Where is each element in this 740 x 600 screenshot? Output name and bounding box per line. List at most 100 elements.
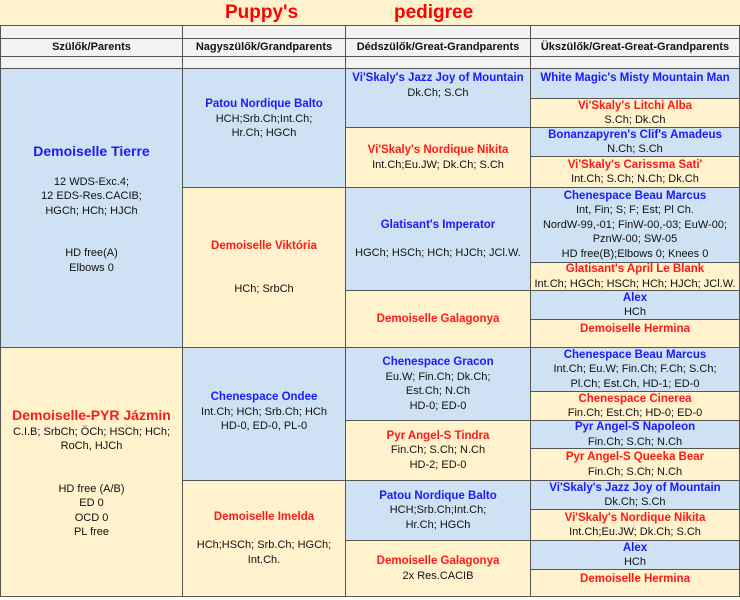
great-grandparent-cell: Glatisant's Imperator HGCh; HSCh; HCh; HJ…: [345, 187, 531, 291]
title-line: Hr.Ch; HGCh: [405, 518, 471, 531]
dog-name: White Magic's Misty Mountain Man: [540, 72, 730, 84]
title-line: Pl.Ch; Est.Ch, HD-1; ED-0: [570, 377, 700, 390]
title-line: Est.Ch; N.Ch: [405, 385, 471, 397]
dog-name: Glatisant's April Le Blank: [565, 263, 705, 275]
great-great-grandparent-cell: Vi'Skaly's Nordique Nikita Int.Ch;Eu.JW; …: [530, 509, 740, 541]
dog-name: Chenespace Gracon: [382, 356, 494, 368]
great-great-grandparent-cell: Demoiselle Hermina: [530, 569, 740, 597]
title-line: 12 WDS-Exc.4;: [53, 175, 130, 188]
title-line: N.Ch; S.Ch: [607, 143, 663, 155]
title-line: S.Ch; Dk.Ch: [604, 114, 666, 126]
great-great-grandparent-cell: Bonanzapyren's Clif's Amadeus N.Ch; S.Ch: [530, 127, 740, 157]
grandparent-cell: Patou Nordique Balto HCH;Srb.Ch;Int.Ch; Hr…: [182, 68, 346, 188]
title-line: C.I.B; SrbCh; ÖCh; HSCh; HCh;: [12, 425, 171, 438]
great-grandparent-cell: Pyr Angel-S Tindra Fin.Ch; S.Ch; N.Ch HD-2…: [345, 420, 531, 481]
title-line: Dk.Ch; S.Ch: [407, 86, 469, 99]
dog-name: Demoiselle Viktória: [211, 240, 317, 252]
great-great-grandparent-cell: Chenespace Cinerea Fin.Ch; Est.Ch; HD-0; …: [530, 391, 740, 421]
title-line: Fin.Ch; S.Ch; N.Ch: [390, 444, 486, 457]
title-line: Fin.Ch; Est.Ch; HD-0; ED-0: [567, 407, 703, 419]
dog-name: Chenespace Ondee: [210, 391, 318, 403]
dog-name: Patou Nordique Balto: [379, 489, 497, 502]
dog-name: Chenespace Beau Marcus: [563, 189, 707, 202]
title-line: RoCh, HJCh: [60, 440, 123, 452]
title-line: Int.Ch;Eu.JW; Dk.Ch; S.Ch: [569, 526, 701, 538]
dog-name: Vi'Skaly's Carissma Sati': [567, 158, 703, 171]
title-line: 2x Res.CACIB: [402, 569, 474, 582]
dog-name: Vi'Skaly's Jazz Joy of Mountain: [549, 481, 721, 494]
dog-name: Demoiselle Galagonya: [376, 555, 500, 567]
grandparent-cell: Demoiselle Imelda HCh;HSCh; Srb.Ch; HGCh;…: [182, 480, 346, 597]
dog-name: Demoiselle Tierre: [33, 142, 150, 159]
dog-name: Demoiselle Hermina: [580, 573, 690, 585]
great-great-grandparent-cell: White Magic's Misty Mountain Man: [530, 68, 740, 99]
dog-name: Chenespace Cinerea: [578, 392, 692, 405]
great-great-grandparent-cell: Chenespace Beau Marcus Int.Ch; Eu.W; Fin.…: [530, 347, 740, 392]
dog-name: Glatisant's Imperator: [380, 218, 496, 231]
title-line: HCH;Srb.Ch;Int.Ch;: [215, 112, 313, 125]
title-line: HCh: [623, 556, 646, 568]
title-line: Int.Ch; Eu.W; Fin.Ch; F.Ch; S.Ch;: [553, 363, 717, 376]
dog-name: Pyr Angel-S Queeka Bear: [565, 451, 705, 463]
great-great-grandparent-cell: Pyr Angel-S Napoleon Fin.Ch; S.Ch; N.Ch: [530, 420, 740, 449]
dog-name: Pyr Angel-S Tindra: [386, 429, 490, 442]
title-line: Eu.W; Fin.Ch; Dk.Ch;: [385, 370, 491, 383]
dog-name: Demoiselle Imelda: [213, 510, 315, 523]
great-great-grandparent-cell: Vi'Skaly's Carissma Sati' Int.Ch; S.Ch; N…: [530, 156, 740, 188]
title-line: NordW-99,-01; FinW-00,-03; EuW-00;: [542, 218, 727, 231]
great-grandparent-cell: Demoiselle Galagonya: [345, 290, 531, 348]
great-great-grandparent-cell: Vi'Skaly's Litchi Alba S.Ch; Dk.Ch: [530, 98, 740, 128]
great-grandparent-cell: Vi'Skaly's Nordique Nikita Int.Ch;Eu.JW; …: [345, 127, 531, 188]
title-line: Elbows 0: [69, 261, 114, 274]
dog-name: Bonanzapyren's Clif's Amadeus: [548, 128, 722, 141]
blank-row-top: [182, 25, 346, 39]
great-grandparent-cell: Chenespace Gracon Eu.W; Fin.Ch; Dk.Ch; Est…: [345, 347, 531, 421]
title-line: HD-0, ED-0, PL-0: [220, 420, 308, 432]
title-line: HD-0; ED-0: [409, 399, 467, 412]
dog-name: Chenespace Beau Marcus: [563, 348, 707, 361]
parent-cell: Demoiselle Tierre 12 WDS-Exc.4; 12 EDS-Res…: [0, 68, 183, 348]
title-word-pedigree: pedigree: [394, 2, 474, 23]
title-line: HD free(B);Elbows 0; Knees 0: [561, 247, 709, 260]
great-great-grandparent-cell: Vi'Skaly's Jazz Joy of Mountain Dk.Ch; S.…: [530, 480, 740, 510]
title-line: HCh; SrbCh: [234, 282, 294, 295]
dog-name: Patou Nordique Balto: [205, 98, 323, 110]
blank-row-top: [530, 25, 740, 39]
column-header: Szülők/Parents: [0, 38, 183, 57]
title-line: Int.Ch.: [247, 553, 281, 566]
dog-name: Alex: [622, 541, 648, 554]
title-line: OCD 0: [74, 511, 109, 524]
column-header: Ükszülők/Great-Great-Grandparents: [530, 38, 740, 57]
title-line: ED 0: [79, 497, 104, 509]
dog-name: Pyr Angel-S Napoleon: [574, 421, 696, 433]
grandparent-cell: Chenespace Ondee Int.Ch; HCh; Srb.Ch; HCh…: [182, 347, 346, 481]
great-great-grandparent-cell: Alex HCh: [530, 540, 740, 570]
title-line: Int.Ch;Eu.JW; Dk.Ch; S.Ch: [372, 158, 504, 171]
title-line: HD free (A/B): [58, 482, 125, 495]
dog-name: Demoiselle-PYR Jázmin: [12, 406, 171, 423]
title-line: Int.Ch; HGCh; HSCh; HCh; HJCh; JCl.W.: [534, 277, 736, 290]
column-header: Nagyszülők/Grandparents: [182, 38, 346, 57]
title-line: 12 EDS-Res.CACIB;: [41, 190, 142, 203]
title-line: Hr.Ch; HGCh: [231, 127, 297, 139]
dog-name: Alex: [622, 291, 648, 304]
column-header: Dédszülők/Great-Grandparents: [345, 38, 531, 57]
title-line: Fin.Ch; S.Ch; N.Ch: [587, 465, 683, 478]
dog-name: Vi'Skaly's Nordique Nikita: [564, 511, 706, 524]
blank-row-top: [345, 25, 531, 39]
title-line: PL free: [73, 526, 110, 538]
title-line: HCh;HSCh; Srb.Ch; HGCh;: [196, 539, 332, 552]
dog-name: Vi'Skaly's Litchi Alba: [577, 99, 693, 112]
great-grandparent-cell: Vi'Skaly's Jazz Joy of Mountain Dk.Ch; S.…: [345, 68, 531, 128]
blank-row-top: [0, 25, 183, 39]
grandparent-cell: Demoiselle Viktória HCh; SrbCh: [182, 187, 346, 348]
great-great-grandparent-cell: Pyr Angel-S Queeka Bear Fin.Ch; S.Ch; N.C…: [530, 448, 740, 481]
dog-name: Demoiselle Galagonya: [376, 312, 500, 325]
title-line: HGCh; HSCh; HCh; HJCh; JCl.W.: [355, 247, 521, 259]
great-great-grandparent-cell: Demoiselle Hermina: [530, 319, 740, 348]
title-line: HD free(A): [65, 247, 118, 260]
title-word-puppys: Puppy's: [225, 2, 299, 23]
great-grandparent-cell: Patou Nordique Balto HCH;Srb.Ch;Int.Ch; Hr…: [345, 480, 531, 541]
title-line: PznW-00; SW-05: [592, 233, 678, 246]
great-great-grandparent-cell: Glatisant's April Le Blank Int.Ch; HGCh; …: [530, 262, 740, 291]
